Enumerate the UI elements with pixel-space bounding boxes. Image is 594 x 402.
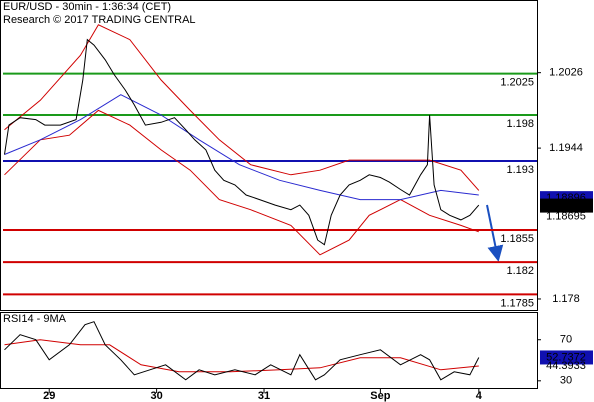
series-line — [4, 94, 479, 201]
level-label: 1.1855 — [500, 233, 534, 245]
y-tick-label: 70 — [560, 334, 572, 346]
price-tag: 52.7372 — [546, 351, 586, 363]
series-line — [4, 109, 479, 256]
level-label: 1.198 — [506, 118, 534, 130]
x-tick-label: 29 — [43, 390, 55, 402]
level-label: 1.193 — [506, 164, 534, 176]
x-tick-label: 31 — [258, 390, 270, 402]
panel-subtitle: Research © 2017 TRADING CENTRAL — [3, 14, 196, 26]
price-tag-box — [540, 350, 593, 365]
panel-title: EUR/USD - 30min - 1:36:34 (CET) — [3, 1, 171, 13]
panel-title: RSI14 - 9MA — [3, 313, 67, 325]
level-label: 1.1785 — [500, 297, 534, 309]
series-line — [4, 339, 479, 373]
price-tag: 1.18815 — [546, 199, 586, 211]
y-tick-label: 1.178 — [552, 293, 580, 305]
price-tag: 1.18695 — [546, 211, 586, 223]
series-line — [4, 321, 480, 381]
y-tick-label: 1.1944 — [549, 142, 583, 154]
price-tag: 44.3933 — [546, 360, 586, 372]
x-tick-label: 4 — [476, 390, 483, 402]
x-tick-label: 30 — [151, 390, 163, 402]
series-line — [4, 24, 480, 191]
plot-layer: 1.178 1.1944 1.2026 1.2025 1.198 1.193 1.1855 1… — [3, 1, 593, 402]
series-line — [4, 38, 480, 246]
level-label: 1.182 — [506, 265, 534, 277]
y-tick-label: 30 — [560, 375, 572, 387]
price-frame — [0, 0, 538, 311]
price-tag-box — [540, 198, 593, 213]
y-tick-label: 1.2026 — [549, 67, 583, 79]
x-tick-label: Sep — [370, 390, 390, 402]
rsi-frame — [0, 312, 538, 389]
level-label: 1.2025 — [500, 76, 534, 88]
